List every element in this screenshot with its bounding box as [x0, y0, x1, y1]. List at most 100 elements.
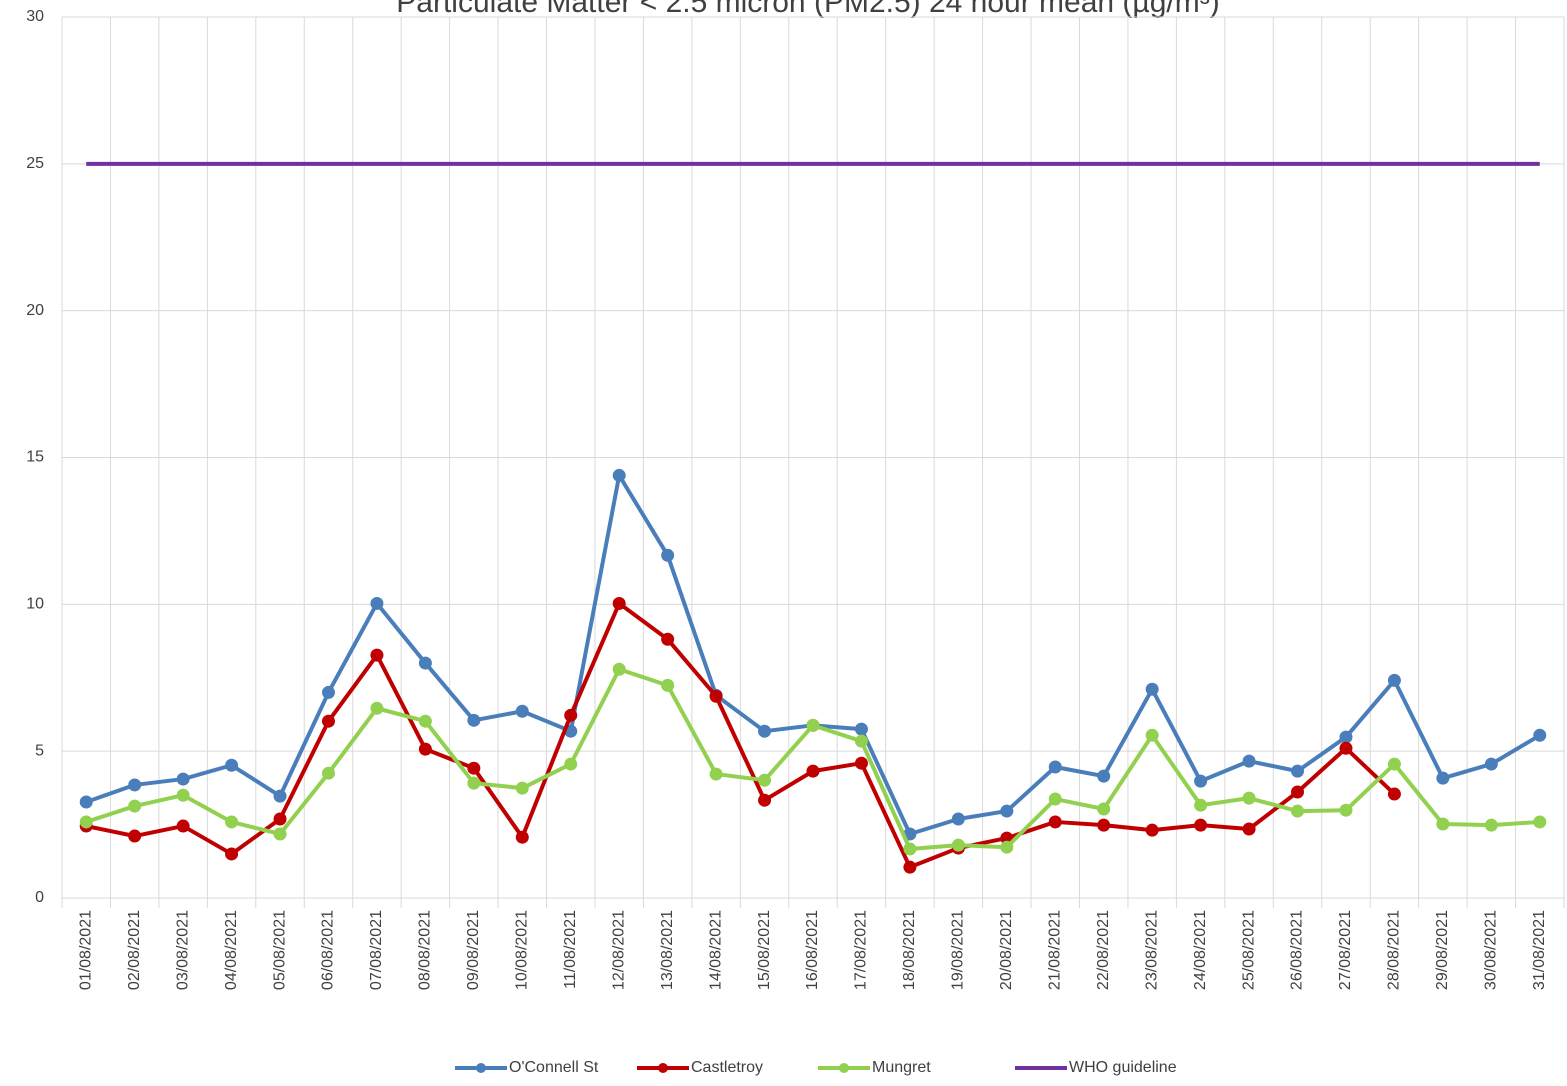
x-tick-label: 27/08/2021	[1337, 910, 1354, 990]
x-tick-label: 25/08/2021	[1240, 910, 1257, 990]
data-point	[709, 689, 723, 703]
data-point	[225, 847, 239, 861]
x-tick-label: 12/08/2021	[610, 910, 627, 990]
data-point	[1097, 769, 1111, 783]
data-point	[1242, 791, 1256, 805]
data-point	[1194, 774, 1208, 788]
data-point	[515, 704, 529, 718]
x-tick-label: 03/08/2021	[174, 910, 191, 990]
data-point	[1387, 757, 1401, 771]
data-point	[176, 788, 190, 802]
data-point	[1436, 817, 1450, 831]
y-tick-label: 10	[26, 596, 44, 613]
data-point	[709, 767, 723, 781]
data-point	[515, 830, 529, 844]
data-point	[1242, 822, 1256, 836]
data-point	[1145, 728, 1159, 742]
data-point	[1484, 818, 1498, 832]
data-point	[225, 758, 239, 772]
x-tick-label: 30/08/2021	[1483, 910, 1500, 990]
x-tick-label: 07/08/2021	[368, 910, 385, 990]
legend-marker	[658, 1063, 668, 1073]
data-point	[225, 815, 239, 829]
data-point	[1000, 840, 1014, 854]
x-tick-label: 18/08/2021	[901, 910, 918, 990]
x-tick-label: 11/08/2021	[562, 910, 579, 989]
legend-label: Castletroy	[691, 1059, 763, 1076]
data-point	[418, 714, 432, 728]
x-tick-label: 19/08/2021	[950, 910, 967, 990]
data-point	[79, 815, 93, 829]
data-point	[515, 781, 529, 795]
data-point	[1194, 798, 1208, 812]
data-point	[370, 648, 384, 662]
data-point	[903, 860, 917, 874]
data-point	[758, 793, 772, 807]
y-tick-label: 25	[26, 155, 44, 172]
data-point	[176, 772, 190, 786]
data-point	[806, 718, 820, 732]
data-point	[758, 724, 772, 738]
data-point	[273, 789, 287, 803]
x-tick-label: 09/08/2021	[465, 910, 482, 990]
data-point	[1533, 728, 1547, 742]
x-tick-label: 31/08/2021	[1531, 910, 1548, 990]
data-point	[1387, 787, 1401, 801]
data-point	[951, 838, 965, 852]
data-point	[854, 756, 868, 770]
y-tick-label: 15	[26, 449, 44, 466]
data-point	[321, 714, 335, 728]
data-point	[418, 656, 432, 670]
data-point	[1145, 682, 1159, 696]
data-point	[1048, 815, 1062, 829]
x-tick-label: 01/08/2021	[77, 910, 94, 990]
legend-label: Mungret	[872, 1059, 931, 1076]
x-tick-label: 26/08/2021	[1289, 910, 1306, 990]
data-point	[1291, 804, 1305, 818]
data-point	[854, 722, 868, 736]
data-point	[1339, 730, 1353, 744]
x-tick-label: 02/08/2021	[126, 910, 143, 990]
x-tick-label: 14/08/2021	[707, 910, 724, 990]
data-point	[79, 795, 93, 809]
data-point	[1194, 818, 1208, 832]
data-point	[128, 829, 142, 843]
data-point	[1291, 785, 1305, 799]
x-tick-label: 06/08/2021	[320, 910, 337, 990]
data-point	[467, 761, 481, 775]
x-tick-label: 24/08/2021	[1192, 910, 1209, 990]
data-point	[1097, 802, 1111, 816]
series-line	[85, 601, 1396, 870]
data-point	[661, 678, 675, 692]
data-point	[564, 708, 578, 722]
data-point	[273, 812, 287, 826]
data-point	[370, 701, 384, 715]
data-point	[467, 713, 481, 727]
data-point	[1048, 760, 1062, 774]
x-tick-label: 22/08/2021	[1095, 910, 1112, 990]
data-point	[370, 596, 384, 610]
data-point	[321, 766, 335, 780]
data-point	[1484, 757, 1498, 771]
data-point	[1145, 823, 1159, 837]
x-tick-label: 20/08/2021	[998, 910, 1015, 990]
x-tick-label: 08/08/2021	[417, 910, 434, 990]
x-tick-label: 05/08/2021	[271, 910, 288, 990]
y-tick-label: 0	[35, 889, 44, 906]
data-point	[612, 662, 626, 676]
data-point	[418, 742, 432, 756]
x-tick-label: 13/08/2021	[659, 910, 676, 990]
data-point	[758, 773, 772, 787]
y-tick-label: 30	[26, 8, 44, 25]
data-point	[903, 842, 917, 856]
data-point	[128, 799, 142, 813]
legend-marker	[839, 1063, 849, 1073]
legend-marker	[476, 1063, 486, 1073]
x-tick-label: 16/08/2021	[804, 910, 821, 990]
x-tick-label: 21/08/2021	[1046, 910, 1063, 990]
x-tick-label: 15/08/2021	[756, 910, 773, 990]
data-point	[1291, 764, 1305, 778]
x-tick-label: 10/08/2021	[514, 910, 531, 990]
